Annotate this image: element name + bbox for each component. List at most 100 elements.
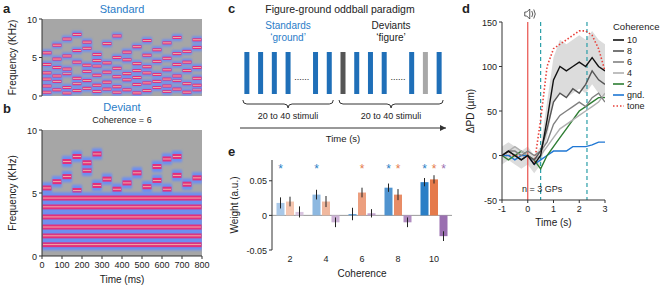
tone-core (193, 38, 202, 41)
y-tick-label: 0 (492, 151, 497, 161)
tone (102, 40, 112, 47)
tone-center (153, 166, 161, 168)
tone-halo (172, 34, 182, 41)
tone-center (93, 90, 101, 92)
tone-center (43, 85, 51, 87)
tone-halo (122, 49, 132, 56)
tone-center (133, 70, 141, 72)
group-sublabel: ‘ground’ (270, 32, 306, 43)
tone-core (53, 179, 62, 184)
tone-center (43, 72, 51, 74)
tone (112, 73, 122, 80)
tone (62, 36, 72, 43)
x-tick-label: 100 (54, 260, 69, 270)
tone-core (83, 168, 92, 173)
tone-core (173, 63, 182, 66)
tone (52, 86, 62, 93)
stimulus (354, 52, 359, 94)
tone-core (93, 59, 102, 62)
tone-core (63, 159, 72, 164)
tone-core (153, 86, 162, 89)
tone-center (63, 38, 71, 40)
legend-label: 6 (627, 57, 632, 67)
tone-core (113, 34, 122, 37)
y-tick-label: 0 (262, 211, 267, 221)
tone-core (63, 54, 72, 57)
error-bar (407, 217, 408, 227)
tone-halo (172, 50, 182, 57)
tone (182, 48, 192, 55)
tones (42, 31, 202, 96)
tone-halo (192, 44, 202, 51)
tone-core (103, 71, 112, 74)
tone-halo (92, 57, 102, 64)
brace (339, 100, 443, 108)
tone-core (113, 91, 122, 94)
tone-halo (132, 74, 142, 81)
panel-letter: d (462, 1, 470, 16)
tone (142, 79, 152, 86)
significance-star: * (278, 162, 283, 176)
tone (112, 32, 122, 39)
tone-center (113, 76, 121, 78)
tone (172, 170, 182, 181)
tone-core (43, 204, 202, 209)
tone (172, 34, 182, 41)
y-tick-label: -0.05 (246, 246, 267, 256)
tone (42, 221, 202, 232)
legend-label: 2 (627, 79, 632, 89)
tone (142, 87, 152, 94)
tone-halo (172, 86, 182, 93)
tone-halo (152, 58, 162, 65)
tone-halo (112, 32, 122, 39)
tone (92, 57, 102, 64)
tone-halo (142, 52, 152, 59)
group-label: Standards (265, 20, 311, 31)
x-tick-label: 700 (174, 260, 189, 270)
tone-center (73, 34, 81, 36)
group-label: Deviants (372, 20, 411, 31)
tone (112, 54, 122, 61)
tone (72, 151, 82, 162)
y-tick (269, 180, 272, 181)
tone-center (133, 46, 141, 48)
x-tick (82, 256, 83, 259)
tone-center (123, 182, 131, 184)
tone-core (163, 57, 172, 60)
tone-center (123, 89, 131, 91)
tone-halo (152, 84, 162, 91)
tone-center (113, 86, 121, 88)
tone-core (193, 88, 202, 91)
tone-halo (82, 157, 92, 168)
legend-swatch (613, 39, 624, 41)
tone-center (183, 50, 191, 52)
tone (52, 176, 62, 187)
tone-center (183, 70, 191, 72)
tone-center (103, 81, 111, 83)
tone-core (83, 87, 92, 90)
tone (192, 36, 202, 43)
tone-center (113, 91, 121, 93)
tone-core (53, 88, 62, 91)
tone-center (193, 39, 201, 41)
tone (92, 51, 102, 58)
tone-halo (52, 64, 62, 71)
tone-halo (42, 83, 52, 90)
tone-center (93, 54, 101, 56)
series-line (502, 31, 605, 165)
tone (162, 83, 172, 90)
tone (192, 75, 202, 82)
tone-center (153, 60, 161, 62)
tone (172, 86, 182, 93)
tone-halo (132, 89, 142, 96)
tone-center (133, 92, 141, 94)
labels: ******** (278, 162, 446, 176)
tone-center (113, 57, 121, 59)
tone-center (163, 42, 171, 44)
tone (152, 84, 162, 91)
tone-halo (82, 68, 92, 75)
tone (182, 67, 192, 74)
tone-core (63, 91, 72, 94)
stimulus (409, 52, 414, 94)
tone-center (133, 84, 141, 86)
